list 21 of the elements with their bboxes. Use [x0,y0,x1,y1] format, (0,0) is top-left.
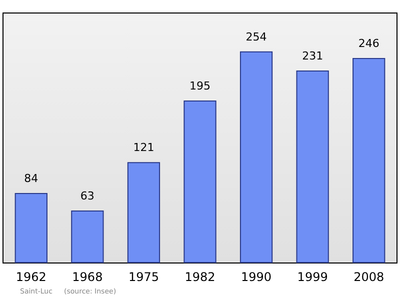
bar [296,70,329,263]
data-label: 63 [80,190,94,202]
data-label: 121 [133,141,154,154]
x-tick-label: 1990 [241,270,272,284]
x-tick-label: 1975 [128,270,159,284]
bar [71,210,104,263]
bar [240,51,273,263]
data-label: 246 [358,37,380,50]
bar [352,58,386,263]
bar [127,162,160,263]
data-label: 84 [24,172,38,185]
bar [14,193,48,263]
x-tick-label: 1962 [16,270,46,284]
bar [184,100,216,263]
data-label: 231 [302,50,324,62]
x-tick-label: 1968 [72,270,103,284]
x-tick-label: 2008 [354,270,384,284]
x-tick-label: 1999 [297,270,328,284]
data-label: 195 [190,80,210,92]
x-tick-label: 1982 [184,270,216,284]
data-label: 254 [246,30,267,44]
